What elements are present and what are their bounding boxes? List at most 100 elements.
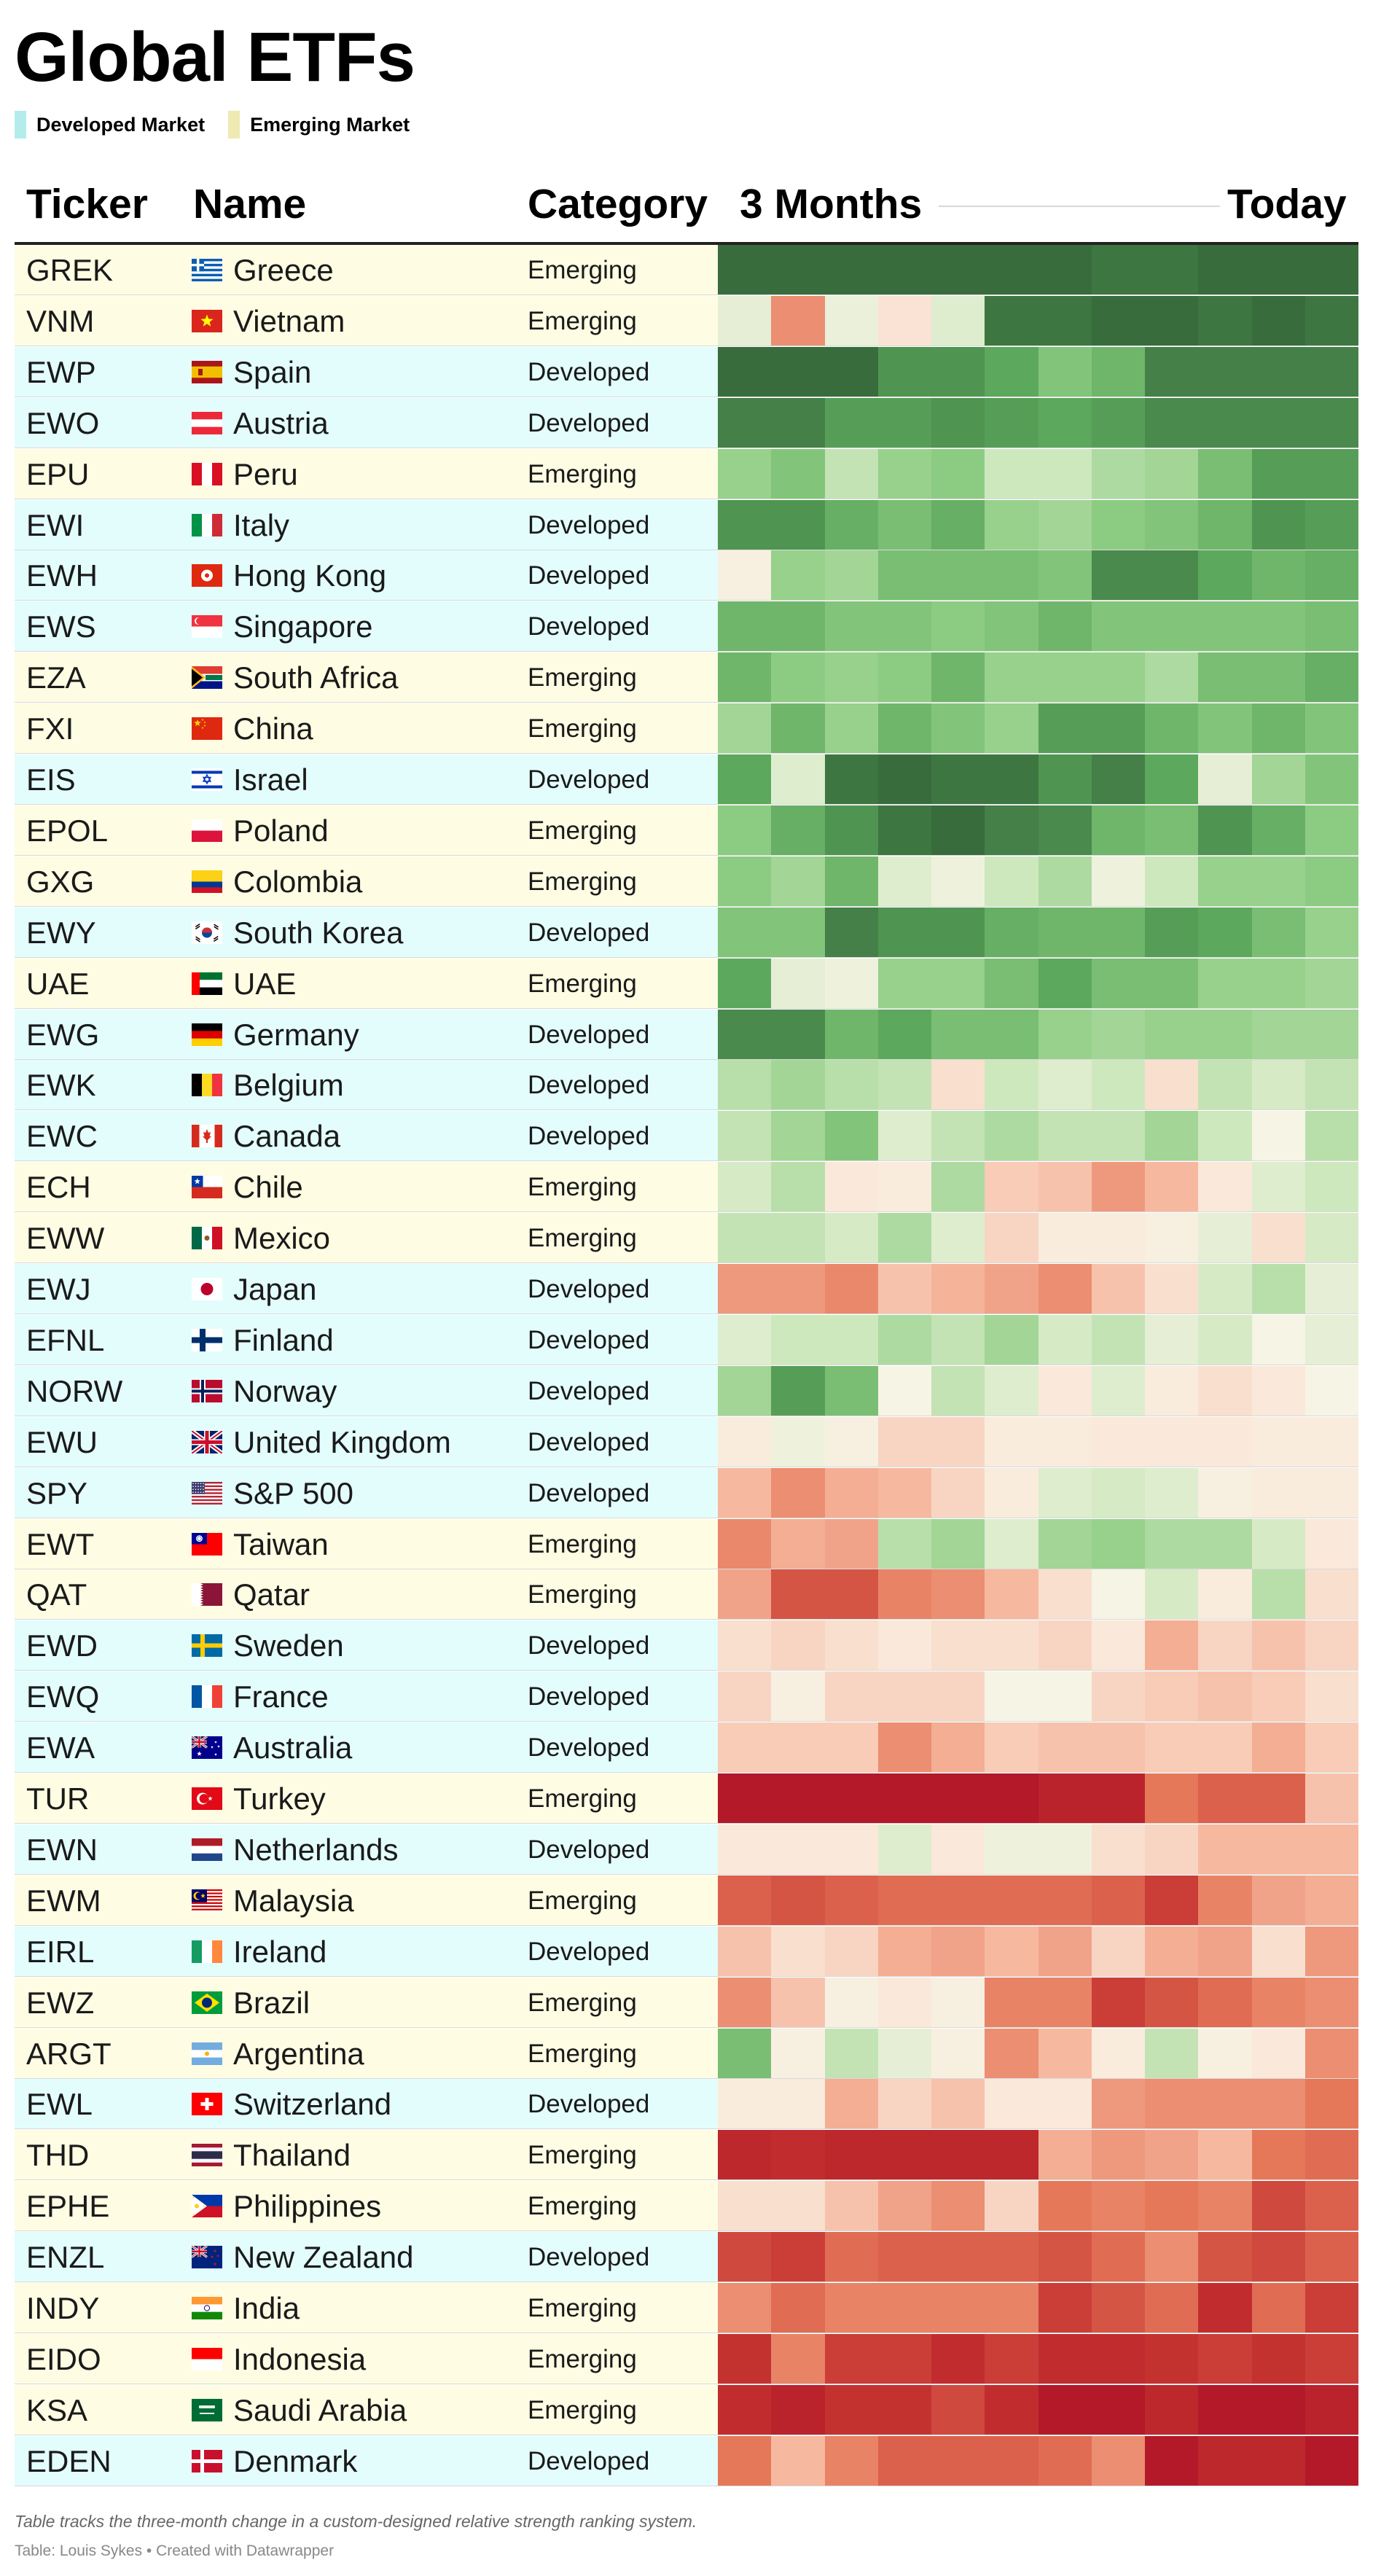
category-cell: Developed [528, 1376, 650, 1405]
heat-cell [985, 448, 1038, 499]
heat-cell [1198, 499, 1252, 550]
heatmap-strip [718, 499, 1358, 550]
legend-label-emerging: Emerging Market [250, 113, 410, 136]
heat-cell [931, 346, 985, 397]
heat-cell [1304, 2079, 1358, 2129]
heatmap-strip [718, 2181, 1358, 2231]
heat-cell [824, 1518, 878, 1569]
heat-cell [1251, 2333, 1305, 2384]
heat-cell [1304, 856, 1358, 906]
heat-cell [1038, 499, 1092, 550]
heat-cell [1251, 1620, 1305, 1671]
heat-cell [1038, 703, 1092, 754]
heat-cell [718, 2384, 772, 2435]
column-header-category[interactable]: Category [528, 181, 708, 227]
heat-cell [985, 2435, 1038, 2486]
heat-cell [1091, 754, 1145, 804]
heat-cell [1091, 2028, 1145, 2078]
heat-cell [1251, 1926, 1305, 1976]
belgium-flag-icon [192, 1074, 222, 1097]
heatmap-strip [718, 805, 1358, 855]
heat-cell [1251, 703, 1305, 754]
heat-cell [1198, 1365, 1252, 1416]
ticker-cell: VNM [26, 303, 95, 338]
heat-cell [718, 1060, 772, 1110]
heat-cell [1251, 2028, 1305, 2078]
heat-cell [1251, 1009, 1305, 1059]
heat-cell [931, 1875, 985, 1925]
heat-cell [1198, 1722, 1252, 1773]
heat-cell [1145, 1264, 1199, 1314]
country-name-cell: Thailand [233, 2138, 351, 2173]
heat-cell [877, 1162, 931, 1212]
heat-cell [1304, 2435, 1358, 2486]
heat-cell [985, 550, 1038, 601]
ticker-cell: EPOL [26, 813, 109, 848]
chile-flag-icon [192, 1176, 222, 1199]
heat-cell [718, 1213, 772, 1263]
heat-cell [1145, 1213, 1199, 1263]
heat-cell [1198, 703, 1252, 754]
category-cell: Developed [528, 408, 650, 437]
heat-cell [771, 958, 825, 1008]
ticker-cell: EWO [26, 405, 100, 440]
heat-cell [771, 907, 825, 957]
heat-cell [877, 1111, 931, 1161]
column-header-ticker[interactable]: Ticker [26, 181, 148, 227]
heat-cell [1251, 2283, 1305, 2333]
table-row: KSA Saudi Arabia Emerging [15, 2384, 1358, 2435]
heat-cell [931, 907, 985, 957]
heat-cell [1251, 1467, 1305, 1518]
uae-flag-icon [192, 972, 222, 995]
heat-cell [877, 346, 931, 397]
heat-cell [985, 1569, 1038, 1620]
heat-cell [824, 550, 878, 601]
heat-cell [1091, 1365, 1145, 1416]
ticker-cell: EPU [26, 456, 90, 491]
heat-cell [1251, 1111, 1305, 1161]
heat-cell [1091, 1569, 1145, 1620]
france-flag-icon [192, 1685, 222, 1709]
country-name-cell: Taiwan [233, 1526, 329, 1561]
heat-cell [1198, 2079, 1252, 2129]
heat-cell [1091, 499, 1145, 550]
china-flag-icon [192, 717, 222, 741]
heat-cell [1091, 1773, 1145, 1823]
heat-cell [931, 448, 985, 499]
country-name-cell: Mexico [233, 1221, 331, 1256]
heat-cell [718, 2181, 772, 2231]
heat-cell [1038, 2333, 1092, 2384]
heat-cell [1145, 2181, 1199, 2231]
category-cell: Emerging [528, 714, 637, 743]
heat-cell [1251, 1773, 1305, 1823]
heat-cell [877, 1569, 931, 1620]
heatmap-strip [718, 1009, 1358, 1059]
heat-cell [1198, 907, 1252, 957]
heat-cell [771, 601, 825, 652]
heat-cell [1145, 1416, 1199, 1467]
colombia-flag-icon [192, 870, 222, 893]
country-name-cell: Malaysia [233, 1883, 354, 1918]
heat-cell [877, 1926, 931, 1976]
category-cell: Emerging [528, 816, 637, 845]
country-name-cell: South Africa [233, 660, 399, 695]
spain-flag-icon [192, 360, 222, 383]
heat-cell [771, 1518, 825, 1569]
heat-cell [1304, 397, 1358, 448]
country-name-cell: Ireland [233, 1934, 327, 1969]
heat-cell [771, 2384, 825, 2435]
heat-cell [771, 2130, 825, 2180]
column-header-3-months: 3 Months [740, 181, 923, 227]
heat-cell [931, 1773, 985, 1823]
heat-cell [1251, 805, 1305, 855]
ticker-cell: GXG [26, 864, 95, 899]
heat-cell [1198, 346, 1252, 397]
heatmap-strip [718, 754, 1358, 804]
country-name-cell: Sweden [233, 1628, 344, 1663]
category-cell: Emerging [528, 2395, 637, 2424]
column-header-name[interactable]: Name [193, 181, 307, 227]
heat-cell [1145, 1467, 1199, 1518]
heat-cell [824, 2079, 878, 2129]
heat-cell [824, 397, 878, 448]
heat-cell [1091, 1416, 1145, 1467]
